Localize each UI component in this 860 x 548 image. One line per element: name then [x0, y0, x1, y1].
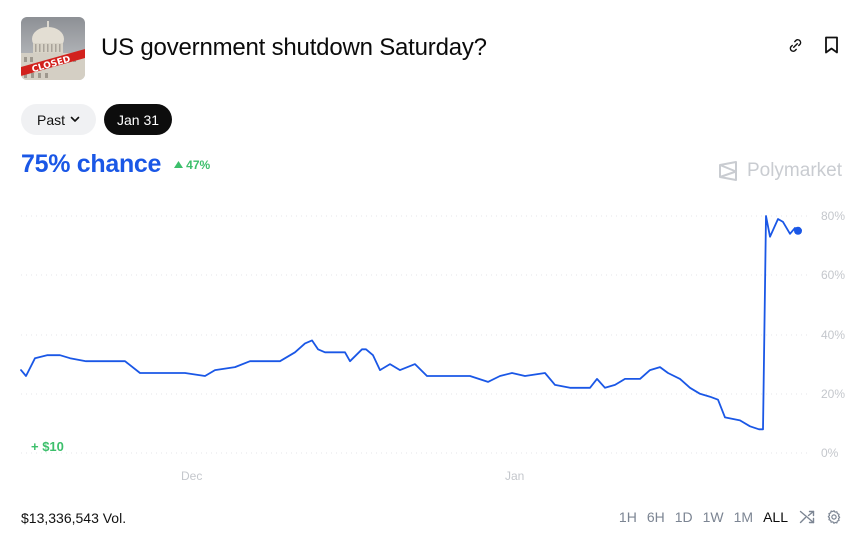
chance-value: 75% chance: [21, 150, 162, 178]
date-pill-jan-31[interactable]: Jan 31: [104, 104, 173, 135]
polymarket-logo-icon: [718, 161, 737, 181]
market-header: CLOSED US government shutdown Saturday?: [21, 16, 840, 80]
header-actions: [786, 36, 840, 54]
price-chart[interactable]: 80% 60% 40% 20% 0% Dec Jan: [0, 196, 860, 486]
change-badge: 47%: [174, 158, 210, 172]
settings-gear-icon[interactable]: [825, 508, 842, 525]
chevron-down-icon: [70, 116, 80, 122]
y-tick-0: 0%: [821, 446, 839, 460]
range-1d[interactable]: 1D: [674, 508, 693, 525]
y-tick-60: 60%: [821, 268, 846, 282]
x-tick-jan: Jan: [505, 469, 525, 483]
range-1m[interactable]: 1M: [733, 508, 754, 525]
link-icon[interactable]: [786, 36, 804, 54]
range-all[interactable]: ALL: [763, 508, 788, 525]
price-line: [20, 215, 799, 431]
y-tick-40: 40%: [821, 328, 846, 342]
market-title: US government shutdown Saturday?: [101, 34, 487, 61]
brand-name: Polymarket: [746, 160, 842, 181]
triangle-up-icon: [174, 161, 184, 168]
probability-summary: 75% chance 47%: [21, 150, 210, 179]
volume-label: $13,336,543 Vol.: [21, 510, 127, 526]
shuffle-icon[interactable]: [798, 508, 815, 525]
polymarket-watermark: Polymarket: [717, 160, 842, 182]
bookmark-icon[interactable]: [822, 36, 840, 54]
past-label: Past: [37, 111, 66, 128]
date-selector: Past Jan 31: [21, 104, 173, 135]
y-tick-80: 80%: [821, 209, 846, 223]
x-tick-dec: Dec: [181, 469, 203, 483]
range-1w[interactable]: 1W: [702, 508, 724, 525]
current-price-dot: [794, 226, 802, 235]
change-value: 47%: [186, 157, 211, 172]
pnl-annotation: + $10: [31, 439, 64, 454]
range-6h[interactable]: 6H: [646, 508, 665, 525]
y-tick-20: 20%: [821, 387, 846, 401]
past-dropdown[interactable]: Past: [21, 104, 97, 135]
market-thumbnail: CLOSED: [21, 16, 85, 80]
time-range-selector: 1H 6H 1D 1W 1M ALL: [609, 508, 842, 525]
range-1h[interactable]: 1H: [618, 508, 637, 525]
